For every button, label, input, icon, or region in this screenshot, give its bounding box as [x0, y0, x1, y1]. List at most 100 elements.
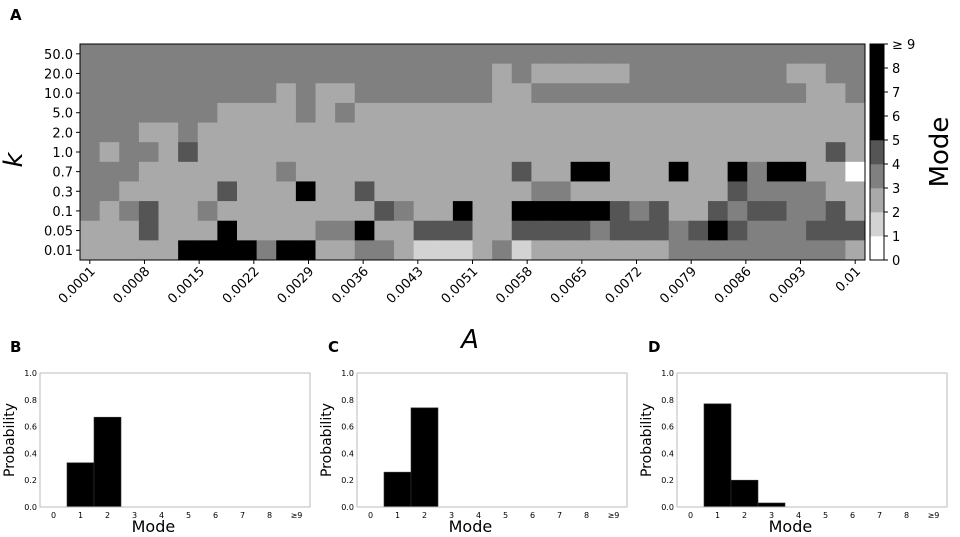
heatmap-cell: [119, 240, 140, 261]
heatmap-cell: [511, 181, 532, 202]
heatmap-cell: [237, 181, 258, 202]
heatmap-cell: [433, 102, 454, 123]
heatmap-cell: [80, 83, 101, 104]
heatmap-cell: [727, 122, 748, 143]
heatmap-cell: [178, 220, 199, 241]
heatmap-cell: [806, 122, 827, 143]
heatmap-cell: [649, 201, 670, 222]
heatmap-cell: [119, 102, 140, 123]
heatmap-cell: [295, 240, 316, 261]
heatmap-cell: [708, 122, 729, 143]
heatmap-cell: [511, 201, 532, 222]
y-tick-label: 0.05: [44, 225, 73, 240]
heatmap-cell: [786, 102, 807, 123]
heatmap-cell: [708, 44, 729, 65]
heatmap-cell: [511, 83, 532, 104]
heatmap-cell: [217, 240, 238, 261]
heatmap-cell: [609, 63, 630, 84]
heatmap-cell: [766, 220, 787, 241]
heatmap-cell: [374, 102, 395, 123]
heatmap-cell: [394, 122, 415, 143]
heatmap-cell: [570, 44, 591, 65]
heatmap-x-axis-label: A: [459, 325, 479, 355]
plot-frame: [676, 372, 948, 508]
heatmap-cell: [295, 161, 316, 182]
heatmap-cell: [727, 102, 748, 123]
heatmap-cell: [158, 240, 179, 261]
heatmap-cell: [354, 142, 375, 163]
heatmap-cell: [158, 220, 179, 241]
x-tick-label: 0.0029: [275, 264, 318, 307]
heatmap-cell: [531, 201, 552, 222]
panel-letter-d: D: [648, 338, 660, 356]
heatmap-cell: [825, 240, 846, 261]
heatmap-cell: [433, 201, 454, 222]
heatmap-cell: [374, 240, 395, 261]
heatmap-cell: [315, 161, 336, 182]
heatmap-cell: [649, 181, 670, 202]
x-tick-label: 4: [796, 511, 801, 520]
heatmap-cell: [138, 44, 159, 65]
heatmap-cell: [452, 142, 473, 163]
heatmap-cell: [158, 63, 179, 84]
heatmap-cell: [99, 122, 120, 143]
x-tick-label: 0.0022: [220, 264, 263, 307]
heatmap-cell: [178, 240, 199, 261]
heatmap-cell: [727, 181, 748, 202]
heatmap-cell: [295, 142, 316, 163]
y-tick-label: 0.0: [24, 503, 37, 512]
heatmap-cell: [472, 63, 493, 84]
heatmap-cell: [413, 142, 434, 163]
heatmap-cell: [276, 83, 297, 104]
heatmap-cell: [452, 240, 473, 261]
heatmap-cell: [806, 83, 827, 104]
bar-chart-d: 0.0 0.2 0.4 0.6 0.8 1.0 0 1 2 3 4 5 6 7 8 ≥9 Mode Probabi…: [639, 369, 948, 536]
y-tick-label: 10.0: [44, 87, 73, 102]
heatmap-cell: [237, 142, 258, 163]
heatmap-cell: [688, 122, 709, 143]
heatmap-cell: [629, 44, 650, 65]
heatmap-cell: [354, 122, 375, 143]
heatmap-cell: [315, 220, 336, 241]
heatmap-cell: [747, 122, 768, 143]
heatmap-cell: [492, 142, 513, 163]
y-tick-label: 0.7: [52, 166, 73, 181]
heatmap-cell: [237, 240, 258, 261]
heatmap-cell: [295, 83, 316, 104]
heatmap-cell: [511, 122, 532, 143]
y-tick-label: 0.6: [341, 423, 354, 432]
heatmap-cell: [570, 220, 591, 241]
x-axis-label: Mode: [132, 517, 176, 536]
heatmap-cell: [551, 102, 572, 123]
heatmap-cell: [80, 161, 101, 182]
heatmap-cell: [178, 83, 199, 104]
heatmap-cell: [609, 161, 630, 182]
y-tick-label: 1.0: [52, 146, 73, 161]
heatmap-cell: [727, 63, 748, 84]
x-tick-label: 6: [530, 511, 535, 520]
heatmap-cell: [276, 220, 297, 241]
heatmap-cell: [413, 161, 434, 182]
heatmap-cell: [492, 161, 513, 182]
heatmap-cell: [688, 63, 709, 84]
heatmap-cell: [590, 181, 611, 202]
heatmap-cell: [629, 83, 650, 104]
heatmap-cell: [551, 44, 572, 65]
y-tick-label: 0.4: [24, 449, 37, 458]
heatmap-cell: [668, 102, 689, 123]
heatmap-cell: [845, 240, 866, 261]
heatmap-cell: [413, 102, 434, 123]
heatmap-cell: [472, 83, 493, 104]
heatmap-cell: [354, 181, 375, 202]
heatmap-cell: [708, 220, 729, 241]
y-tick-label: 50.0: [44, 48, 73, 63]
heatmap-cell: [80, 201, 101, 222]
heatmap-cell: [295, 220, 316, 241]
heatmap-cell: [786, 122, 807, 143]
heatmap-cell: [825, 201, 846, 222]
heatmap-cell: [158, 161, 179, 182]
heatmap-cell: [825, 161, 846, 182]
heatmap-cell: [766, 122, 787, 143]
heatmap-cell: [315, 44, 336, 65]
heatmap-cell: [452, 102, 473, 123]
